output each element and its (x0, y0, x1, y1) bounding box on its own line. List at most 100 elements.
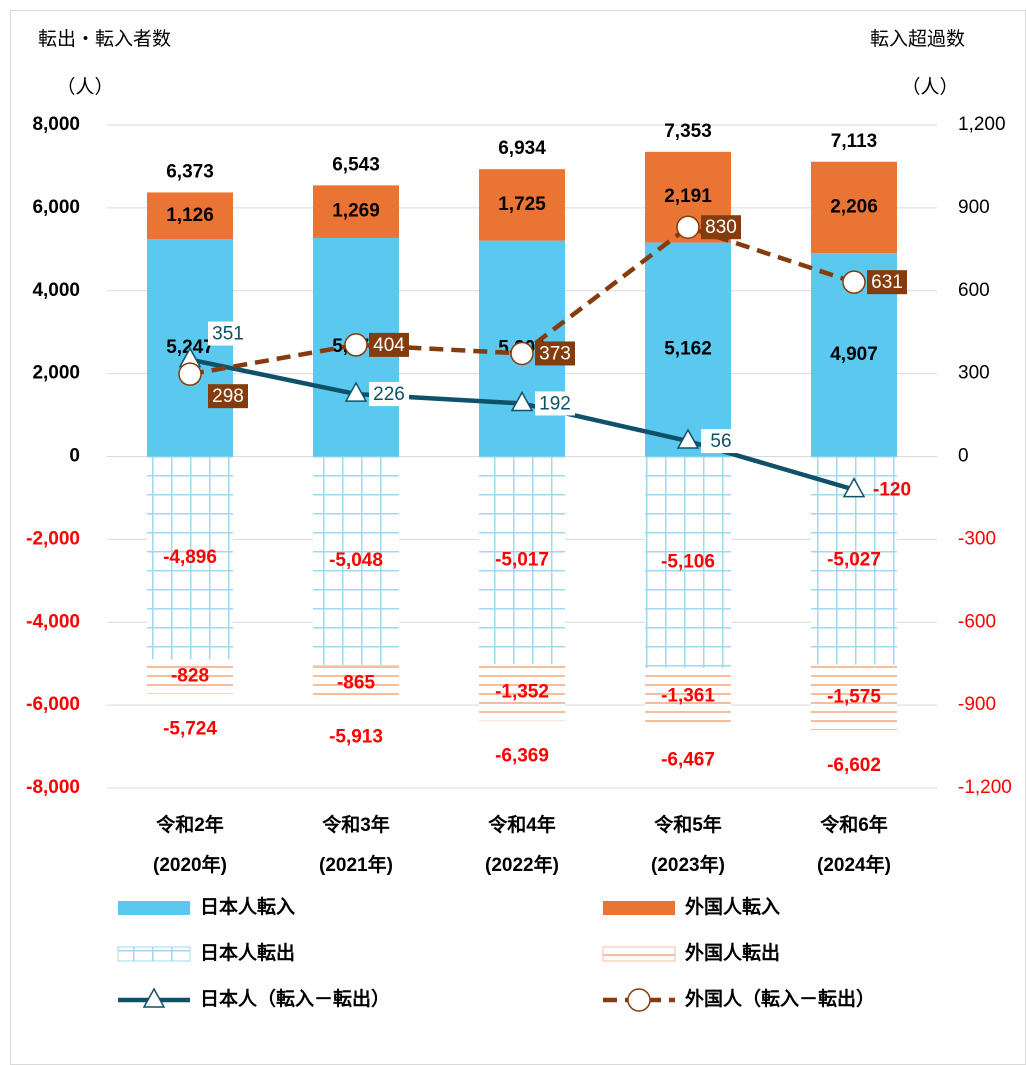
total-label: -6,369 (495, 745, 549, 766)
line-marker (344, 381, 368, 402)
bar (645, 456, 731, 669)
total-label: -6,602 (827, 755, 881, 776)
data-label: 5,162 (664, 339, 712, 360)
y2-tick-label: -900 (958, 694, 996, 715)
bar (313, 456, 399, 666)
line-marker (344, 333, 368, 357)
data-label: -1,352 (495, 681, 549, 702)
data-label: -5,027 (827, 550, 881, 571)
total-label: -5,724 (163, 719, 217, 740)
x-tick-label: (2021年) (319, 853, 393, 876)
data-label: 2,206 (830, 196, 878, 217)
y2-axis-unit: （人） (901, 76, 958, 98)
data-label: -4,896 (163, 547, 217, 568)
label-box (867, 270, 907, 295)
label-box (701, 429, 741, 454)
line-label: 192 (539, 393, 571, 414)
line-label: 631 (871, 272, 903, 293)
y2-tick-label: 900 (958, 197, 990, 218)
y2-tick-label: -1,200 (958, 777, 1012, 798)
legend-label: 日本人転入 (200, 895, 295, 918)
x-tick-label: (2024年) (817, 853, 891, 876)
bar (479, 456, 565, 665)
line-label: 373 (539, 343, 571, 364)
x-tick-label: (2023年) (651, 853, 725, 876)
line-label: 404 (373, 335, 405, 356)
bar (811, 161, 897, 254)
line-label: 298 (212, 386, 244, 407)
bar (645, 668, 731, 725)
y2-tick-label: -300 (958, 528, 996, 549)
total-label: 7,353 (664, 121, 712, 142)
legend-label: 日本人転出 (200, 941, 295, 964)
data-label: 4,907 (830, 344, 878, 365)
data-label: 1,269 (332, 201, 380, 222)
data-label: -865 (337, 673, 375, 694)
legend-swatch (117, 946, 191, 962)
data-label: 1,126 (166, 205, 214, 226)
line-label: -120 (873, 480, 911, 501)
data-label: -1,361 (661, 685, 715, 706)
y-tick-label: -2,000 (26, 528, 80, 549)
data-label: 2,191 (664, 186, 712, 207)
line-marker (510, 390, 534, 412)
legend-swatch (118, 901, 190, 915)
label-box (208, 384, 248, 409)
y-tick-label: -6,000 (26, 694, 80, 715)
x-tick-label: (2020年) (153, 853, 227, 876)
total-label: 6,373 (166, 161, 214, 182)
data-label: -828 (171, 666, 209, 687)
line-marker (842, 270, 866, 294)
legend-label: 日本人（転入－転出） (200, 987, 390, 1010)
y-tick-label: 6,000 (32, 197, 80, 218)
bar (479, 664, 565, 721)
y-tick-label: -8,000 (26, 777, 80, 798)
data-label: -5,017 (495, 549, 549, 570)
total-label: -5,913 (329, 727, 383, 748)
bar (147, 659, 233, 694)
total-label: 6,543 (332, 154, 380, 175)
bar (313, 185, 399, 238)
line-label: 56 (710, 431, 731, 452)
y2-tick-label: -600 (958, 611, 996, 632)
y-axis-unit: （人） (56, 76, 113, 98)
x-tick-label: 令和2年 (156, 813, 224, 836)
legend-swatch (603, 901, 675, 915)
line-marker (676, 215, 700, 239)
total-label: 6,934 (498, 138, 546, 159)
label-box (369, 382, 409, 407)
label-box (535, 391, 575, 416)
legend-marker (627, 988, 651, 1012)
line-label: 226 (373, 384, 405, 405)
bar (479, 169, 565, 241)
x-tick-label: 令和4年 (488, 813, 556, 836)
total-label: 7,113 (831, 131, 878, 152)
bar (313, 665, 399, 702)
legend-label: 外国人（転入－転出） (685, 987, 875, 1010)
total-label: -6,467 (661, 749, 715, 770)
data-label: -5,048 (329, 550, 383, 571)
y2-tick-label: 1,200 (958, 114, 1006, 135)
y2-tick-label: 0 (958, 446, 969, 467)
x-tick-label: 令和3年 (322, 813, 390, 836)
x-tick-label: 令和6年 (820, 813, 888, 836)
legend-label: 外国人転出 (685, 941, 780, 964)
y-tick-label: -4,000 (26, 611, 80, 632)
label-box (535, 341, 575, 366)
label-box (369, 332, 409, 357)
y-tick-label: 2,000 (32, 363, 80, 384)
x-tick-label: (2022年) (485, 853, 559, 876)
bar (147, 192, 233, 240)
y-tick-label: 4,000 (32, 280, 80, 301)
data-label: -5,106 (661, 551, 715, 572)
line-label: 351 (212, 324, 244, 345)
bar (811, 664, 897, 731)
line-marker (510, 341, 534, 366)
legend-marker (142, 987, 166, 1008)
label-box (701, 215, 741, 240)
y2-tick-label: 300 (958, 363, 990, 384)
bar (147, 456, 233, 660)
legend-swatch (602, 946, 676, 962)
y-tick-label: 8,000 (32, 114, 80, 135)
